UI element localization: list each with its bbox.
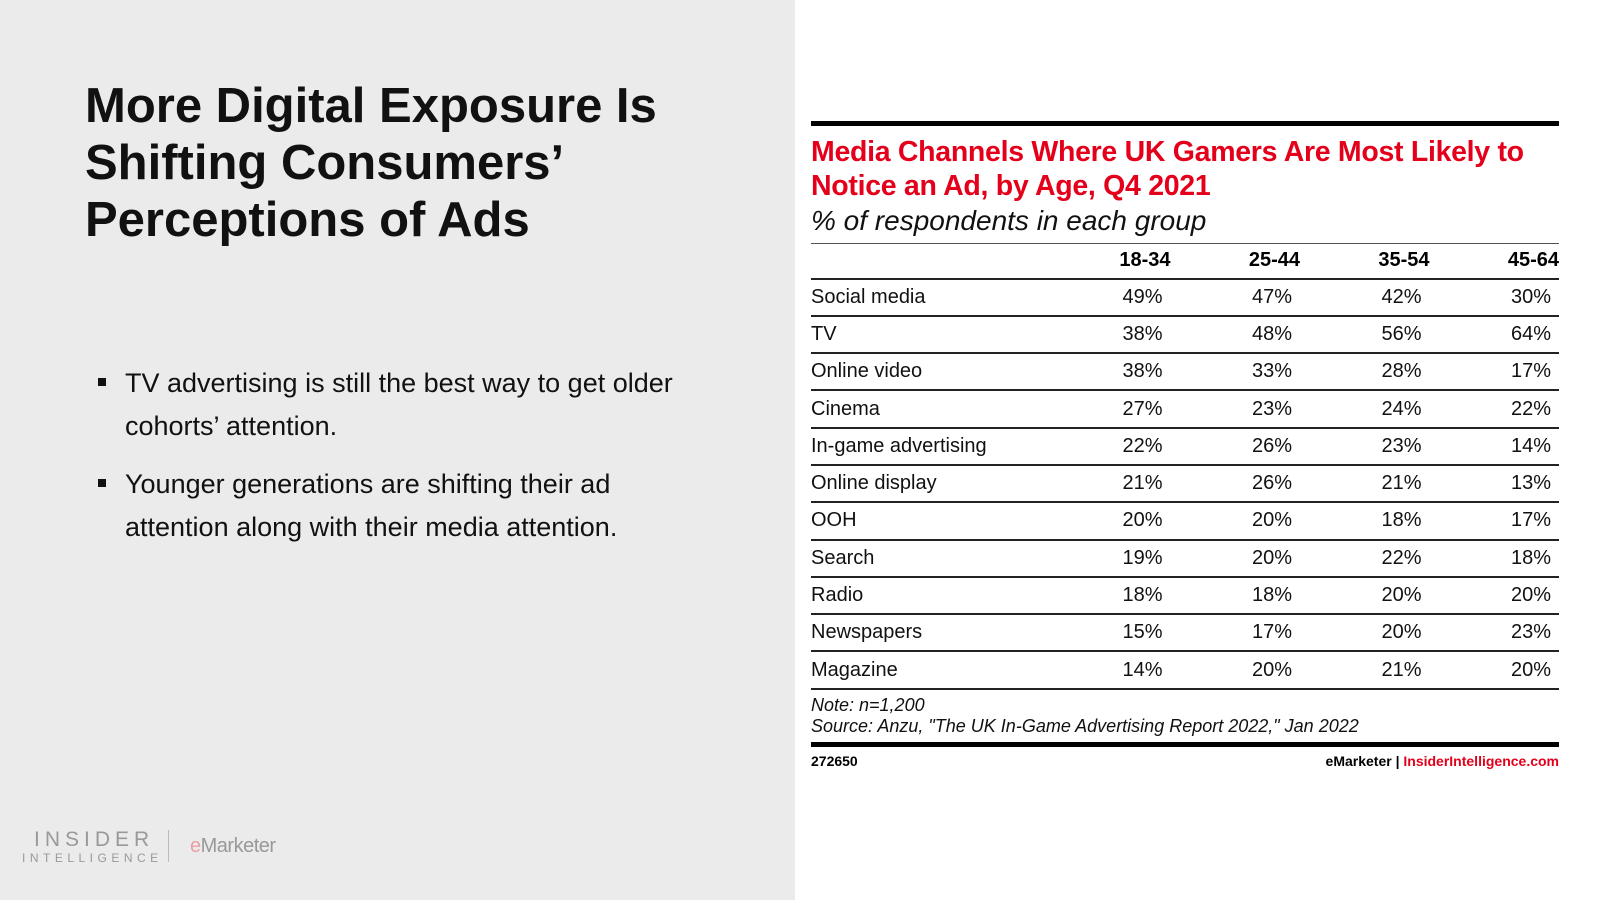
row-label: OOH [811,502,1041,541]
row-label: Cinema [811,390,1041,429]
row-label: In-game advertising [811,427,1041,466]
row-label: Online video [811,353,1041,392]
chart-footer: 272650 eMarketer | InsiderIntelligence.c… [811,753,1559,769]
cell-value: 23% [1170,390,1300,429]
cell-value: 14% [1041,651,1171,690]
table-row: Magazine 14% 20% 21% 20% [811,651,1559,690]
column-header: 45-64 [1429,243,1559,280]
chart-note: Note: n=1,200 [811,694,925,715]
table-row: Online video 38% 33% 28% 17% [811,353,1559,392]
table-row: Cinema 27% 23% 24% 22% [811,390,1559,429]
cell-value: 26% [1170,464,1300,504]
cell-value: 15% [1041,614,1171,653]
cell-value: 47% [1170,278,1300,317]
cell-value: 21% [1300,464,1430,504]
cell-value: 20% [1170,651,1300,690]
cell-value: 17% [1170,614,1300,653]
cell-value: 20% [1300,576,1430,616]
cell-value: 23% [1429,614,1559,653]
column-header: 35-54 [1300,243,1430,280]
cell-value: 23% [1300,427,1430,466]
cell-value: 14% [1429,427,1559,466]
bottom-rule [811,741,1559,747]
cell-value: 18% [1429,539,1559,578]
cell-value: 20% [1429,576,1559,616]
chart-source: Source: Anzu, "The UK In-Game Advertisin… [811,715,1359,736]
left-panel: More Digital Exposure Is Shifting Consum… [0,0,795,900]
cell-value: 22% [1429,390,1559,429]
bullet-item: Younger generations are shifting their a… [98,463,718,549]
cell-value: 20% [1429,651,1559,690]
cell-value: 38% [1041,353,1171,392]
data-table: 18-34 25-44 35-54 45-64 Social media 49% 47% 4… [811,243,1559,690]
cell-value: 22% [1300,539,1430,578]
column-header: 25-44 [1170,243,1300,280]
cell-value: 18% [1300,502,1430,541]
cell-value: 27% [1041,390,1171,429]
cell-value: 17% [1429,353,1559,392]
table-row: OOH 20% 20% 18% 17% [811,502,1559,541]
cell-value: 24% [1300,390,1430,429]
logo-text: INTELLIGENCE [22,851,163,865]
row-label: Online display [811,464,1041,504]
logo-text: INSIDER [34,828,155,851]
table-row: Social media 49% 47% 42% 30% [811,278,1559,317]
table-row: In-game advertising 22% 26% 23% 14% [811,427,1559,466]
cell-value: 20% [1170,539,1300,578]
cell-value: 21% [1041,464,1171,504]
chart-panel: Media Channels Where UK Gamers Are Most … [811,121,1559,769]
cell-value: 33% [1170,353,1300,392]
row-label: Radio [811,576,1041,616]
table-row: Newspapers 15% 17% 20% 23% [811,614,1559,653]
logo-divider [168,830,169,862]
cell-value: 17% [1429,502,1559,541]
chart-title: Media Channels Where UK Gamers Are Most … [811,136,1524,202]
cell-value: 28% [1300,353,1430,392]
cell-value: 21% [1300,651,1430,690]
slide-title: More Digital Exposure Is Shifting Consum… [85,79,657,247]
top-rule [811,121,1559,126]
cell-value: 20% [1170,502,1300,541]
row-label: Social media [811,278,1041,317]
cell-value: 38% [1041,315,1171,355]
cell-value: 49% [1041,278,1171,317]
table-row: Search 19% 20% 22% 18% [811,539,1559,578]
column-header [811,243,1041,280]
cell-value: 42% [1300,278,1430,317]
cell-value: 20% [1300,614,1430,653]
logo-text: Marketer [200,835,276,857]
cell-value: 20% [1041,502,1171,541]
row-label: Newspapers [811,614,1041,653]
table-row: Radio 18% 18% 20% 20% [811,576,1559,616]
brand: eMarketer [1325,752,1392,769]
table-row: TV 38% 48% 56% 64% [811,315,1559,355]
row-label: Search [811,539,1041,578]
table-header: 18-34 25-44 35-54 45-64 [811,243,1559,280]
chart-id: 272650 [811,752,858,769]
cell-value: 13% [1429,464,1559,504]
emarketer-logo: eMarketer [190,835,276,858]
bullet-list: TV advertising is still the best way to … [98,362,718,564]
cell-value: 56% [1300,315,1430,355]
insider-intelligence-logo: INSIDER INTELLIGENCE [22,828,163,865]
row-label: Magazine [811,651,1041,690]
column-header: 18-34 [1041,243,1171,280]
logo-e: e [190,835,201,857]
footer-separator: | [1395,752,1400,769]
cell-value: 18% [1170,576,1300,616]
chart-subtitle: % of respondents in each group [811,205,1207,236]
cell-value: 19% [1041,539,1171,578]
cell-value: 26% [1170,427,1300,466]
bullet-item: TV advertising is still the best way to … [98,362,718,448]
cell-value: 64% [1429,315,1559,355]
cell-value: 18% [1041,576,1171,616]
cell-value: 48% [1170,315,1300,355]
cell-value: 22% [1041,427,1171,466]
row-label: TV [811,315,1041,355]
site-link[interactable]: InsiderIntelligence.com [1403,752,1559,769]
table-row: Online display 21% 26% 21% 13% [811,464,1559,504]
cell-value: 30% [1429,278,1559,317]
